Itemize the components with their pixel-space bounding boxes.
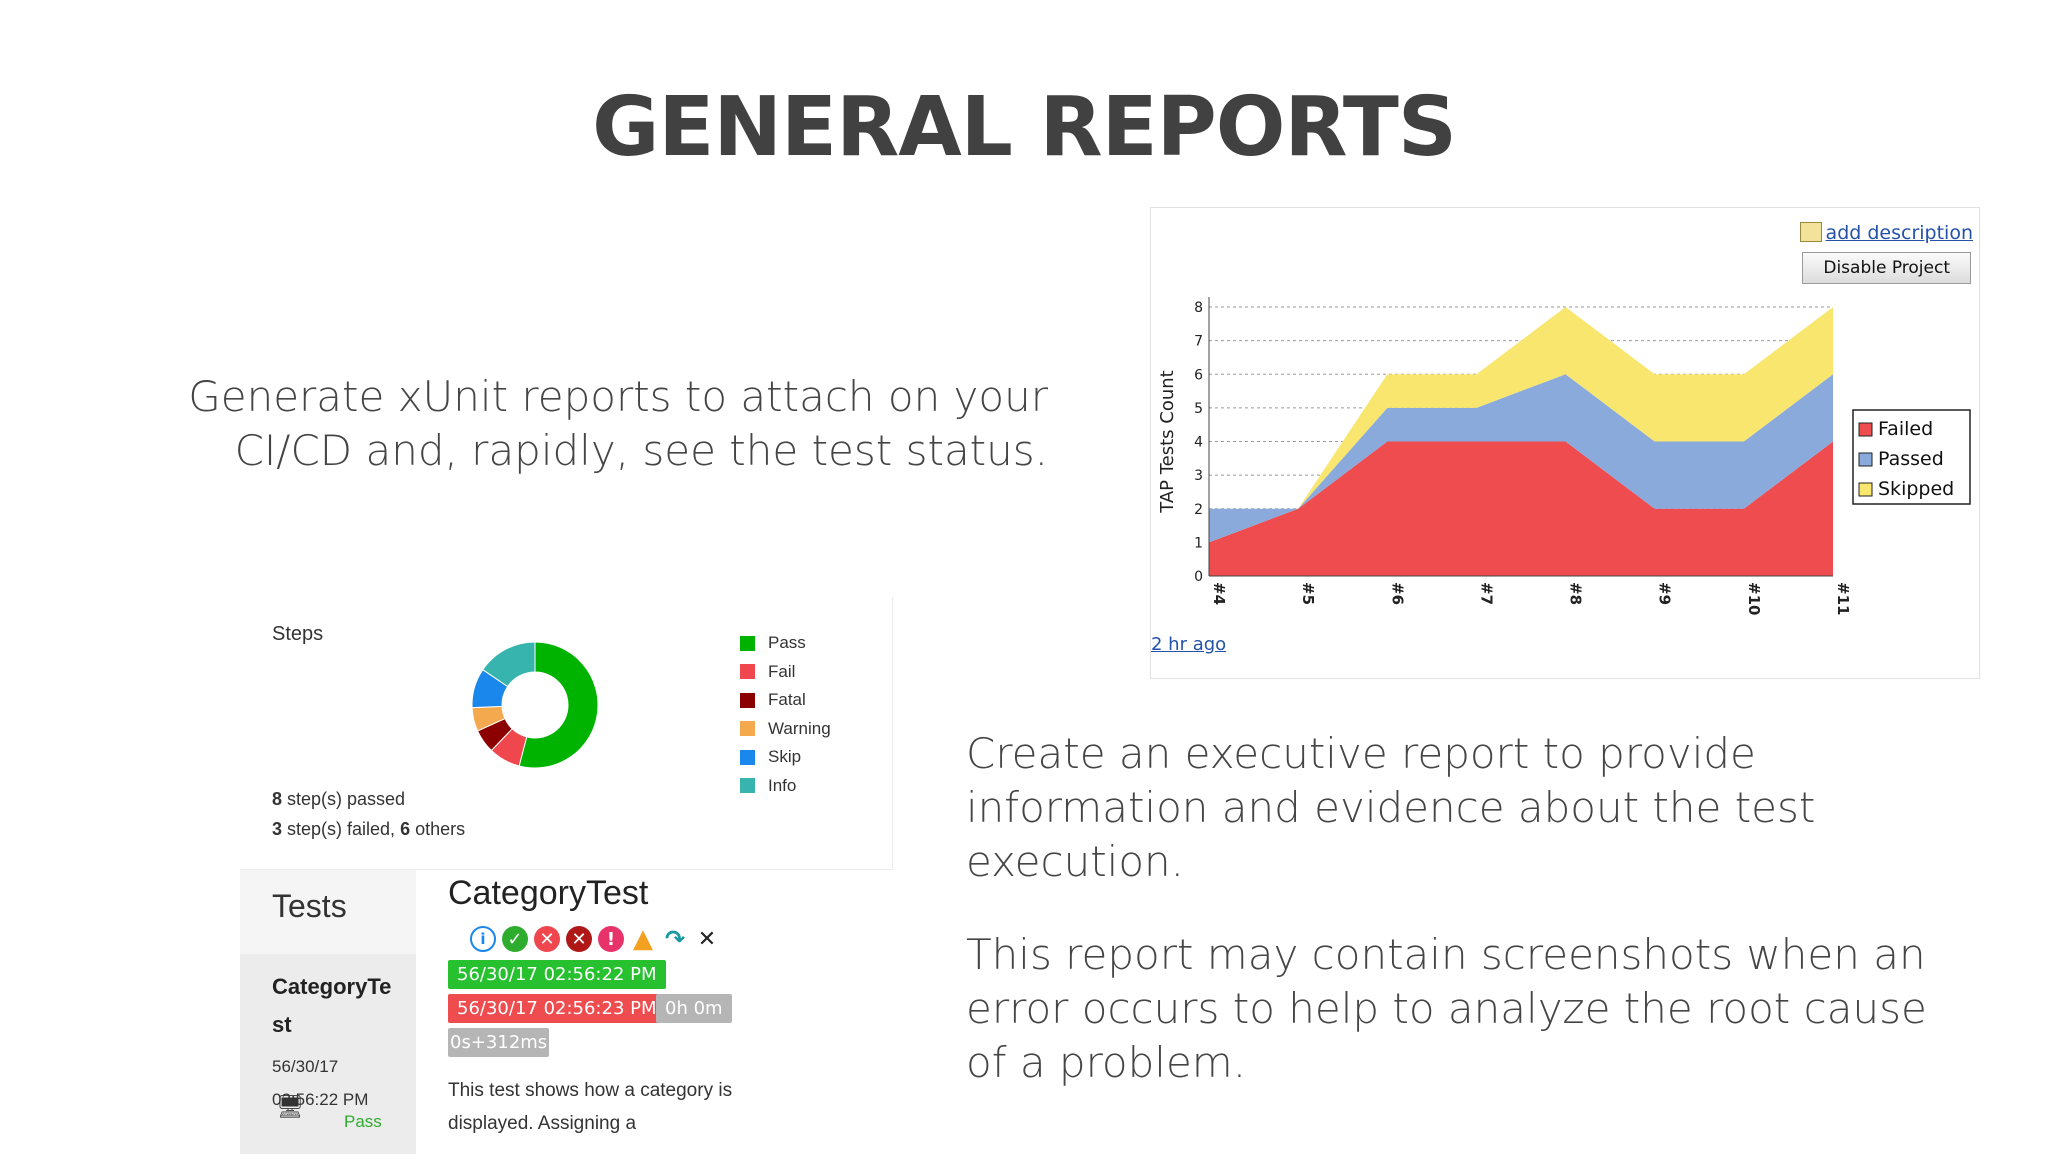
unknown-icon[interactable]: ✕ — [697, 926, 717, 952]
legend-swatch-skipped — [1858, 482, 1873, 497]
y-tick-label: 8 — [1194, 300, 1203, 316]
start-time-badge: 56/30/17 02:56:22 PM — [448, 960, 666, 989]
warning-icon[interactable]: ▲ — [633, 924, 653, 954]
skip-icon[interactable]: ↷ — [664, 925, 686, 953]
y-tick-label: 6 — [1194, 367, 1203, 383]
steps-passed-summary: 8 step(s) passed — [272, 789, 405, 810]
steps-legend-item-pass: Pass — [740, 629, 831, 658]
xunit-description: Generate xUnit reports to attach on your… — [188, 372, 1048, 475]
steps-legend-item-warning: Warning — [740, 715, 831, 744]
x-tick-label: #10 — [1745, 582, 1763, 615]
steps-legend-item-info: Info — [740, 772, 831, 801]
legend-swatch — [740, 778, 755, 794]
legend-swatch — [740, 664, 755, 680]
executive-report-description: Create an executive report to provide in… — [966, 729, 1816, 886]
x-tick-label: #11 — [1834, 582, 1852, 615]
x-tick-label: #8 — [1567, 582, 1585, 605]
add-description-label: add description — [1825, 222, 1973, 244]
steps-panel: Steps Pass Fail Fatal Warning Skip Info 8 ste… — [240, 597, 893, 870]
page-title: GENERAL REPORTS — [592, 80, 1457, 175]
disable-project-button[interactable]: Disable Project — [1802, 252, 1971, 284]
steps-donut-chart — [471, 641, 599, 769]
legend-label: Fail — [768, 661, 796, 681]
screenshots-description: This report may contain screenshots when… — [966, 930, 1927, 1087]
edit-note-icon — [1799, 222, 1822, 242]
legend-label: Warning — [768, 718, 831, 738]
passed-text: step(s) passed — [282, 789, 406, 809]
monitor-icon: 🖥 — [276, 1094, 304, 1119]
add-description-link[interactable]: add description — [1799, 222, 1973, 244]
legend-label: Fatal — [768, 690, 806, 710]
test-item-name: CategoryTest — [272, 974, 392, 1037]
tests-sidebar: Tests CategoryTest 56/30/17 02:56:22 PM … — [240, 870, 416, 1154]
legend-swatch-failed — [1858, 422, 1873, 437]
legend-swatch — [740, 635, 755, 651]
info-icon[interactable]: i — [470, 926, 496, 952]
y-tick-label: 0 — [1194, 569, 1203, 585]
legend-label-passed: Passed — [1878, 448, 1944, 470]
error-icon[interactable]: ! — [598, 926, 624, 952]
x-tick-label: #7 — [1477, 582, 1495, 605]
x-tick-label: #5 — [1299, 582, 1317, 605]
legend-label-failed: Failed — [1878, 418, 1933, 440]
x-tick-label: #6 — [1388, 582, 1406, 605]
others-count: 6 — [400, 819, 411, 839]
status-filter-icons: i ✓ ✕ ✕ ! ▲ ↷ ✕ — [470, 924, 720, 954]
donut-slice-pass — [518, 641, 599, 769]
failed-count: 3 — [272, 819, 283, 839]
test-item-date: 56/30/17 02:56:22 PM — [272, 1057, 369, 1109]
others-text: others — [410, 819, 466, 839]
tap-chart-panel: add description Disable Project 0 1 2 3 4 5 6 7… — [1150, 207, 1980, 679]
time-ago-link[interactable]: 2 hr ago — [1151, 634, 1227, 655]
y-tick-label: 5 — [1194, 401, 1203, 417]
steps-title: Steps — [272, 623, 324, 645]
test-detail-title: CategoryTest — [448, 874, 649, 912]
legend-label: Skip — [768, 747, 802, 767]
fatal-icon[interactable]: ✕ — [566, 926, 592, 952]
steps-legend-item-fatal: Fatal — [740, 686, 831, 715]
end-time-badge: 56/30/17 02:56:23 PM — [448, 994, 666, 1023]
legend-swatch — [740, 721, 755, 737]
test-list-item[interactable] — [240, 954, 416, 1154]
duration-badge: 0h 0m — [656, 994, 732, 1023]
x-tick-label: #9 — [1656, 582, 1674, 605]
series-area-passed — [1209, 374, 1833, 543]
y-tick-label: 2 — [1194, 502, 1203, 518]
legend-swatch — [740, 692, 755, 708]
failed-text: step(s) failed, — [282, 819, 401, 839]
fail-icon[interactable]: ✕ — [534, 926, 560, 952]
legend-label-skipped: Skipped — [1878, 478, 1954, 500]
legend-swatch-passed — [1858, 452, 1873, 467]
y-axis-label: TAP Tests Count — [1157, 370, 1178, 514]
y-tick-label: 3 — [1194, 468, 1203, 484]
pass-icon[interactable]: ✓ — [502, 926, 528, 952]
y-tick-label: 4 — [1194, 435, 1203, 451]
duration-ms-badge: 0s+312ms — [448, 1028, 550, 1057]
test-description: This test shows how a category is displa… — [448, 1080, 733, 1134]
passed-count: 8 — [272, 789, 283, 809]
y-tick-label: 1 — [1194, 535, 1203, 551]
steps-failed-summary: 3 step(s) failed, 6 others — [272, 819, 465, 840]
test-item-status: Pass — [344, 1112, 382, 1131]
tests-heading: Tests — [272, 888, 347, 924]
legend-swatch — [740, 749, 755, 765]
steps-legend-item-skip: Skip — [740, 743, 831, 772]
y-tick-label: 7 — [1194, 334, 1203, 350]
steps-legend: Pass Fail Fatal Warning Skip Info — [740, 629, 831, 800]
series-area-failed — [1209, 441, 1833, 576]
test-detail: CategoryTest i ✓ ✕ ✕ ! ▲ ↷ ✕ 56/30/17 02… — [418, 870, 938, 1152]
donut-slice-info — [482, 641, 536, 688]
tap-area-chart: 0 1 2 3 4 5 6 7 8 #4 #5 #6 #7 #8 #9 #10 #11 TAP Tests Cou… — [1157, 297, 1971, 615]
legend-label: Pass — [768, 633, 806, 653]
legend-label: Info — [768, 775, 797, 795]
steps-legend-item-fail: Fail — [740, 658, 831, 687]
series-area-skipped — [1209, 307, 1833, 509]
x-tick-label: #4 — [1210, 582, 1228, 605]
